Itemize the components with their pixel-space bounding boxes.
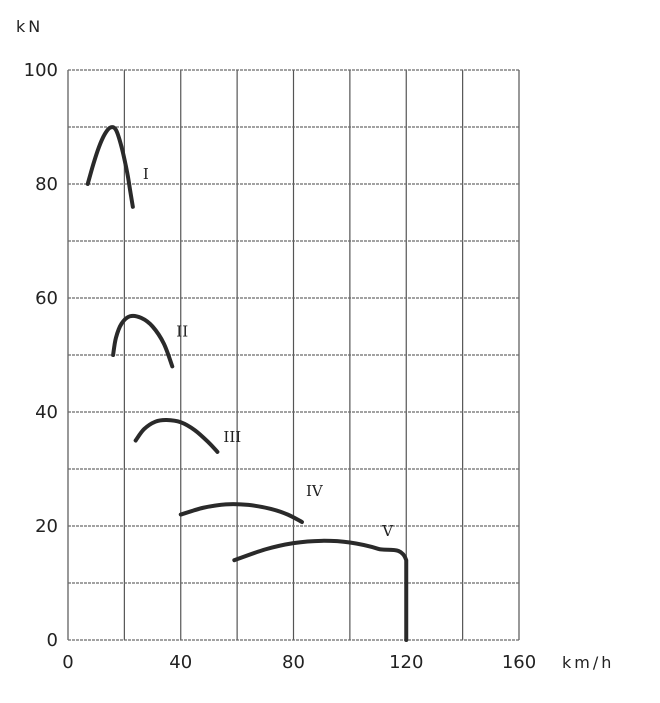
- y-tick-label: 60: [35, 288, 58, 309]
- y-tick-label: 0: [47, 630, 58, 651]
- x-tick-labels: 0 40 80 120 160: [62, 652, 536, 673]
- x-tick-label: 120: [389, 652, 423, 673]
- gear-label-v: V: [381, 522, 394, 540]
- gear-label-iii: III: [223, 428, 241, 446]
- gear-curves: [85, 125, 409, 642]
- curve-gear-ii: [111, 313, 175, 369]
- y-tick-label: 20: [35, 516, 58, 537]
- curve-gear-i: [85, 125, 135, 209]
- gear-label-iv: IV: [306, 482, 324, 500]
- x-tick-label: 0: [62, 652, 73, 673]
- gear-label-i: I: [143, 165, 149, 183]
- curve-gear-iii: [133, 417, 220, 454]
- horizontal-gridlines: [68, 69, 519, 641]
- gear-label-ii: II: [176, 322, 188, 340]
- y-tick-labels: 0 20 40 60 80 100: [24, 60, 58, 651]
- y-tick-label: 80: [35, 174, 58, 195]
- x-axis-label: km/h: [562, 653, 614, 672]
- curve-gear-iv: [178, 502, 304, 525]
- y-tick-label: 100: [24, 60, 58, 81]
- curve-gear-v: [232, 538, 409, 642]
- x-tick-label: 160: [502, 652, 536, 673]
- x-tick-label: 40: [169, 652, 192, 673]
- x-tick-label: 80: [282, 652, 305, 673]
- y-tick-label: 40: [35, 402, 58, 423]
- y-axis-label: kN: [16, 17, 43, 36]
